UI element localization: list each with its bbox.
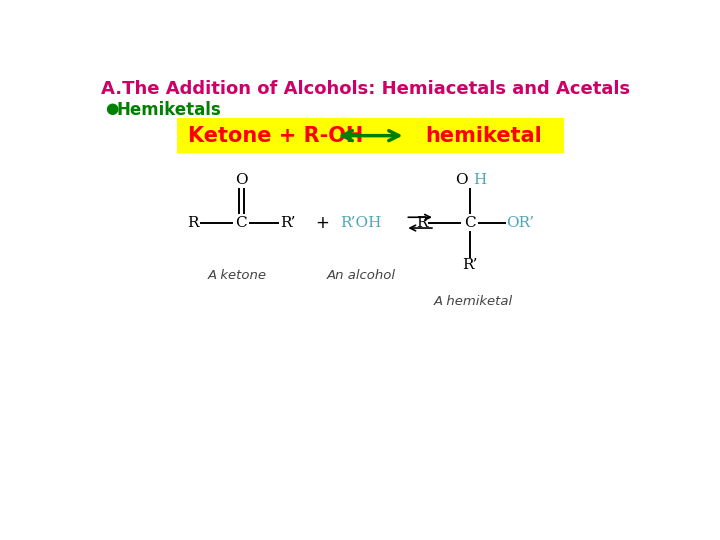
Text: Hemiketals: Hemiketals: [117, 101, 221, 119]
Text: R’OH: R’OH: [341, 215, 382, 230]
Text: hemiketal: hemiketal: [425, 126, 541, 146]
Text: O: O: [455, 173, 467, 187]
Text: R’: R’: [462, 258, 477, 272]
Text: Ketone + R-OH: Ketone + R-OH: [188, 126, 363, 146]
Text: R’: R’: [280, 215, 295, 230]
Text: R: R: [187, 215, 199, 230]
Bar: [177, 118, 564, 153]
Text: R: R: [416, 215, 428, 230]
Text: An alcohol: An alcohol: [327, 268, 396, 281]
Text: A.The Addition of Alcohols: Hemiacetals and Acetals: A.The Addition of Alcohols: Hemiacetals …: [101, 80, 630, 98]
Text: A hemiketal: A hemiketal: [434, 295, 513, 308]
Text: OR’: OR’: [506, 215, 534, 230]
Text: +: +: [315, 214, 330, 232]
Text: C: C: [464, 215, 476, 230]
Text: C: C: [235, 215, 247, 230]
Text: A ketone: A ketone: [208, 268, 266, 281]
Text: O: O: [235, 173, 248, 187]
Text: H: H: [474, 173, 487, 187]
Text: ●: ●: [106, 101, 119, 116]
